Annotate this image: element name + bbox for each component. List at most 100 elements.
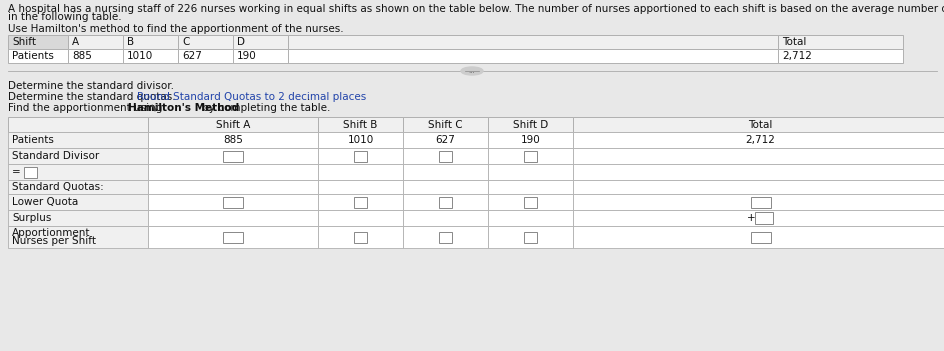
Text: 2,712: 2,712 [782,51,811,61]
Bar [223,197,243,207]
Bar [8,194,148,210]
Text: C: C [182,37,189,47]
Text: Standard Divisor: Standard Divisor [12,151,99,161]
Bar [487,117,572,132]
Bar [402,117,487,132]
Text: Patients: Patients [12,51,54,61]
Text: 627: 627 [435,135,455,145]
Bar [8,132,148,148]
Bar [148,148,318,164]
Bar [354,197,366,207]
Bar [487,132,572,148]
Bar [402,164,487,180]
Bar [148,117,318,132]
Text: Determine the standard divisor.: Determine the standard divisor. [8,81,174,91]
Bar [572,148,944,164]
Text: B: B [126,37,134,47]
Text: A: A [72,37,79,47]
Bar [148,132,318,148]
Bar [402,210,487,226]
Text: Shift D: Shift D [513,119,548,130]
Bar [572,226,944,248]
Bar [123,35,177,49]
Bar [439,151,451,161]
Text: Round Standard Quotas to 2 decimal places: Round Standard Quotas to 2 decimal place… [137,92,365,102]
Bar [523,232,536,243]
Bar [288,35,777,49]
Bar [8,148,148,164]
Bar [487,194,572,210]
Bar [148,194,318,210]
Text: 190: 190 [237,51,257,61]
Bar [8,117,148,132]
Text: by completing the table.: by completing the table. [198,103,329,113]
Text: Patients: Patients [12,135,54,145]
Bar [148,180,318,194]
Text: 1010: 1010 [126,51,153,61]
Bar [572,117,944,132]
Bar [8,180,148,194]
Bar [68,49,123,63]
Bar [402,180,487,194]
Bar [487,164,572,180]
Text: 1010: 1010 [347,135,373,145]
Ellipse shape [461,67,482,75]
Text: Nurses per Shift: Nurses per Shift [12,236,96,246]
Bar [148,210,318,226]
Bar [572,164,944,180]
Bar [318,164,402,180]
Bar [402,194,487,210]
Text: Apportionment: Apportionment [12,228,91,238]
Text: +: + [747,213,755,223]
Bar [318,180,402,194]
Bar [233,35,288,49]
Bar [439,232,451,243]
Bar [487,226,572,248]
Text: Shift C: Shift C [428,119,463,130]
Bar [318,148,402,164]
Text: 885: 885 [223,135,243,145]
Bar [402,148,487,164]
Text: Shift A: Shift A [215,119,250,130]
Bar [750,197,769,207]
Text: 2,712: 2,712 [745,135,775,145]
Bar [177,49,233,63]
Bar [523,197,536,207]
Bar [318,132,402,148]
Bar [487,210,572,226]
Bar [8,226,148,248]
Text: Surplus: Surplus [12,213,51,223]
Text: D: D [237,37,244,47]
Bar [8,164,148,180]
Bar [354,151,366,161]
Bar [318,210,402,226]
Bar [318,117,402,132]
Text: Lower Quota: Lower Quota [12,197,78,207]
Bar [572,210,944,226]
Bar [223,232,243,243]
Bar [24,166,37,178]
Bar [777,35,902,49]
Bar [318,194,402,210]
Bar [8,210,148,226]
Bar [68,35,123,49]
Text: Total: Total [782,37,805,47]
Bar [8,35,68,49]
Bar [750,232,769,243]
Text: Total: Total [748,119,772,130]
Bar [354,232,366,243]
Bar [487,148,572,164]
Text: Hamilton's Method: Hamilton's Method [128,103,240,113]
Bar [402,132,487,148]
Text: A hospital has a nursing staff of 226 nurses working in equal shifts as shown on: A hospital has a nursing staff of 226 nu… [8,4,944,14]
Text: Standard Quotas:: Standard Quotas: [12,182,104,192]
Bar [402,226,487,248]
Text: =: = [12,167,21,177]
Bar [148,226,318,248]
Text: ...: ... [468,68,475,74]
Bar [777,49,902,63]
Bar [123,49,177,63]
Text: .: . [307,92,310,102]
Bar [753,212,771,224]
Bar [148,164,318,180]
